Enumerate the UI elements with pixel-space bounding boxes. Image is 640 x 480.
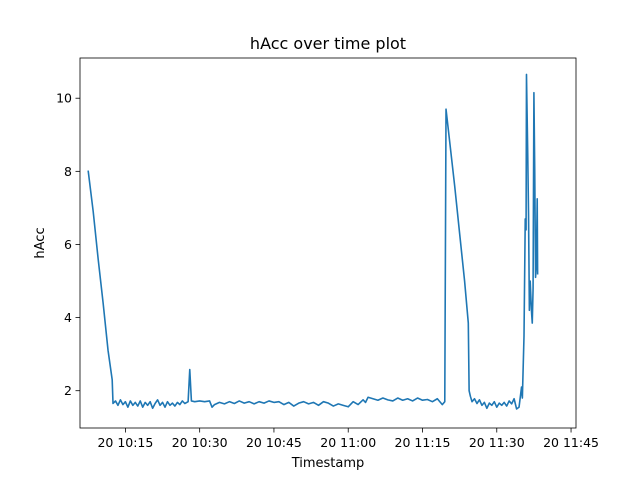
x-axis-ticks: 20 10:15 20 10:30 20 10:45 20 11:00 20 11:15… <box>97 428 599 450</box>
x-tick-label: 20 11:00 <box>320 435 376 450</box>
hacc-series-line <box>87 73 539 410</box>
x-tick-label: 20 10:15 <box>97 435 153 450</box>
x-tick-label: 20 10:45 <box>246 435 302 450</box>
plot-frame <box>79 57 577 429</box>
chart-title: hAcc over time plot <box>250 34 406 53</box>
y-tick-label: 10 <box>56 91 72 106</box>
y-tick-label: 8 <box>64 164 72 179</box>
y-axis-ticks: 2 4 6 8 10 <box>56 91 80 398</box>
y-tick-label: 2 <box>64 383 72 398</box>
plot-area <box>79 57 577 429</box>
x-tick-label: 20 11:45 <box>543 435 599 450</box>
y-axis-title: hAcc <box>33 227 48 258</box>
y-tick-label: 6 <box>64 237 72 252</box>
x-tick-label: 20 10:30 <box>172 435 228 450</box>
y-tick-label: 4 <box>64 310 72 325</box>
x-tick-label: 20 11:15 <box>395 435 451 450</box>
x-tick-label: 20 11:30 <box>469 435 525 450</box>
x-axis-title: Timestamp <box>291 456 365 471</box>
